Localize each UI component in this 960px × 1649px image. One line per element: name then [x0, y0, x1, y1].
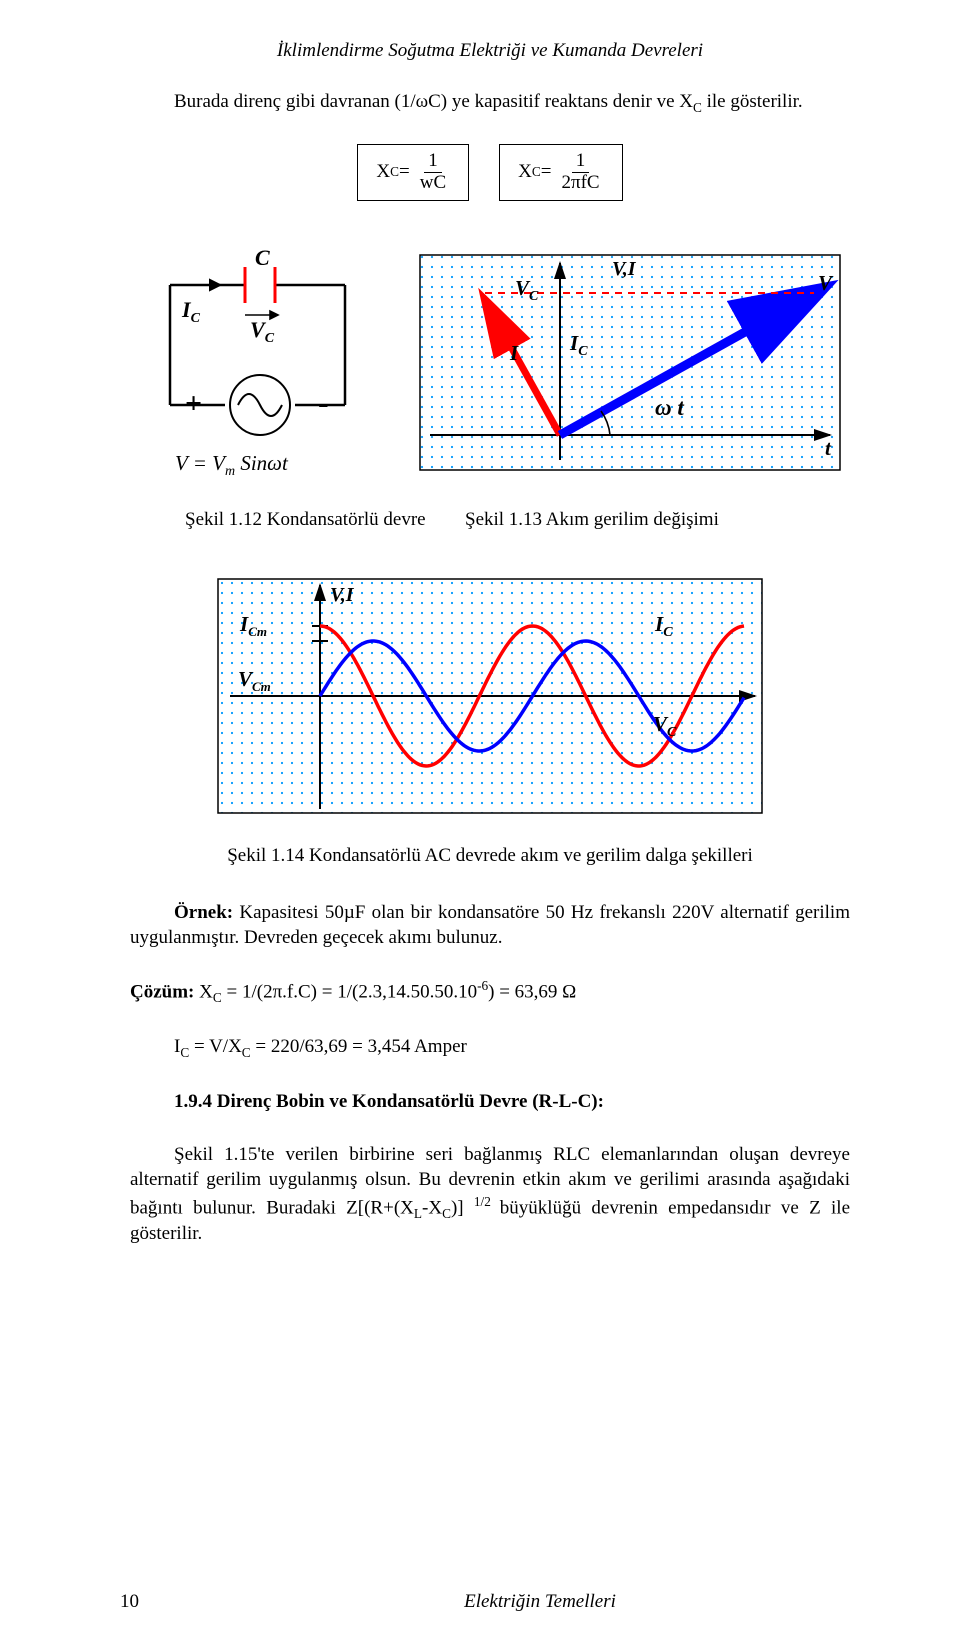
example-lead: Örnek: [174, 902, 233, 923]
rlc-b: )] [451, 1197, 474, 1218]
caption-row-1: Şekil 1.12 Kondansatörlü devre Şekil 1.1… [130, 509, 850, 531]
solution-lead: Çözüm: [130, 982, 194, 1003]
figure-row-1: + - C IC VC V = Vm Sinωt [130, 245, 850, 485]
solution-line: Çözüm: XC = 1/(2π.f.C) = 1/(2.3,14.50.50… [130, 978, 850, 1006]
intro-sub: C [693, 100, 702, 115]
phasor-v-label: V [818, 271, 834, 295]
caption-1: Şekil 1.12 Kondansatörlü devre [185, 509, 455, 531]
ic-line: IC = V/XC = 220/63,69 = 3,454 Amper [130, 1036, 850, 1061]
intro-paragraph: Burada direnç gibi davranan (1/ωC) ye ka… [130, 90, 850, 116]
rlc-sub2: C [442, 1206, 451, 1221]
minus-label: - [318, 384, 329, 420]
f1-num: 1 [424, 151, 442, 173]
sol-sub1: C [213, 990, 222, 1005]
caption-2: Şekil 1.13 Akım gerilim değişimi [465, 509, 719, 531]
example-body: Kapasitesi 50µF olan bir kondansatöre 50… [130, 902, 850, 948]
sol-c: ) = 63,69 Ω [488, 982, 576, 1003]
rlc-sub1: L [414, 1206, 422, 1221]
f1-eq: = [399, 161, 410, 183]
formula-boxes: XC = 1 wC XC = 1 2πfC [130, 144, 850, 201]
source-eq: V = Vm Sinωt [175, 451, 289, 479]
section-title: 1.9.4 Direnç Bobin ve Kondansatörlü Devr… [130, 1091, 850, 1113]
phasor-vi-label: V,I [612, 258, 637, 280]
sol-b: = 1/(2π.f.C) = 1/(2.3,14.50.50.10 [222, 982, 477, 1003]
wave-figure: ICm VCm V,I IC VC [210, 571, 770, 821]
vc-label: VC [250, 317, 275, 346]
circuit-figure: + - C IC VC V = Vm Sinωt [130, 245, 380, 485]
f2-eq: = [541, 161, 552, 183]
phasor-i-label: I [509, 341, 519, 365]
phasor-svg: VC V,I V I IC ω t t [410, 245, 850, 485]
sol-sup: -6 [477, 978, 488, 993]
wave-vi-label: V,I [330, 584, 355, 606]
ic-b: = V/X [189, 1036, 242, 1057]
page-number: 10 [0, 1591, 250, 1613]
sol-a: X [194, 982, 212, 1003]
rlc-sup: 1/2 [474, 1194, 500, 1209]
ic-c: = 220/63,69 = 3,454 Amper [251, 1036, 467, 1057]
phasor-wt-label: ω t [655, 395, 684, 420]
f1-lhs-sub: C [390, 164, 399, 180]
formula-box-2: XC = 1 2πfC [499, 144, 622, 201]
ic-sub2: C [242, 1045, 251, 1060]
f2-lhs-pre: X [518, 161, 532, 183]
intro-text-a: Burada direnç gibi davranan (1/ωC) ye ka… [174, 91, 693, 112]
rlc-paragraph: Şekil 1.15'te verilen birbirine seri bağ… [130, 1143, 850, 1246]
intro-text-b: ile gösterilir. [702, 91, 803, 112]
f2-den: 2πfC [557, 173, 603, 194]
f1-frac: 1 wC [416, 151, 450, 194]
page: İklimlendirme Soğutma Elektriği ve Kuman… [0, 0, 960, 1649]
page-header: İklimlendirme Soğutma Elektriği ve Kuman… [130, 40, 850, 62]
figure-row-2: ICm VCm V,I IC VC [130, 571, 850, 821]
ic-sub1: C [180, 1045, 189, 1060]
cap-c-label: C [255, 245, 270, 270]
f2-frac: 1 2πfC [557, 151, 603, 194]
footer-title: Elektriğin Temelleri [250, 1591, 960, 1613]
caption-3: Şekil 1.14 Kondansatörlü AC devrede akım… [130, 845, 850, 867]
page-footer: 10 Elektriğin Temelleri [0, 1591, 960, 1613]
wave-svg: ICm VCm V,I IC VC [210, 571, 770, 821]
circuit-svg: + - C IC VC V = Vm Sinωt [130, 245, 380, 485]
f2-num: 1 [572, 151, 590, 173]
example-paragraph: Örnek: Kapasitesi 50µF olan bir kondansa… [130, 901, 850, 950]
ic-label: IC [181, 297, 201, 326]
rlc-mid: -X [422, 1197, 442, 1218]
f1-den: wC [416, 173, 450, 194]
f2-lhs-sub: C [532, 164, 541, 180]
formula-box-1: XC = 1 wC [357, 144, 469, 201]
phasor-figure: VC V,I V I IC ω t t [410, 245, 850, 485]
plus-label: + [185, 387, 202, 420]
f1-lhs-pre: X [376, 161, 390, 183]
